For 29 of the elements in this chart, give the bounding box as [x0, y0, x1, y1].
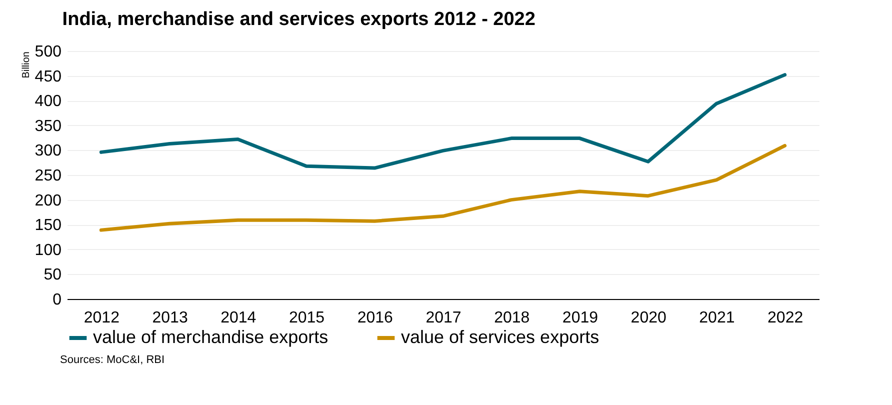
y-tick-label: 450 [34, 68, 62, 86]
y-tick-label: 250 [34, 168, 62, 184]
y-tick-label: 0 [52, 292, 62, 308]
y-tick-label: 100 [34, 242, 62, 259]
y-tick-label: 200 [34, 192, 62, 210]
x-tick-label: 2022 [768, 310, 804, 326]
x-tick-label: 2014 [220, 310, 256, 326]
source-note: Sources: MoC&I, RBI [60, 354, 166, 366]
y-tick-label: 500 [34, 44, 62, 60]
legend-label: value of merchandise exports [93, 327, 328, 347]
x-tick-label: 2015 [288, 310, 325, 326]
y-axis-title: Billion [20, 52, 32, 78]
x-tick-label: 2012 [84, 310, 120, 326]
y-tick-label: 350 [34, 118, 62, 135]
x-tick-label: 2019 [562, 310, 598, 326]
y-tick-label: 300 [34, 142, 62, 160]
y-tick-label: 150 [34, 217, 62, 234]
y-tick-label: 50 [44, 266, 62, 284]
chart-title: India, merchandise and services exports 2012 - 2022 [62, 9, 536, 30]
y-tick-label: 400 [34, 93, 62, 110]
x-tick-label: 2018 [494, 310, 530, 326]
x-tick-label: 2013 [152, 310, 188, 326]
x-tick-label: 2021 [699, 310, 735, 326]
x-tick-label: 2017 [426, 310, 462, 326]
x-tick-label: 2020 [630, 310, 666, 326]
legend-label: value of services exports [401, 327, 600, 347]
line-series [99, 73, 787, 170]
line-series [99, 144, 787, 232]
x-tick-label: 2016 [357, 310, 394, 326]
